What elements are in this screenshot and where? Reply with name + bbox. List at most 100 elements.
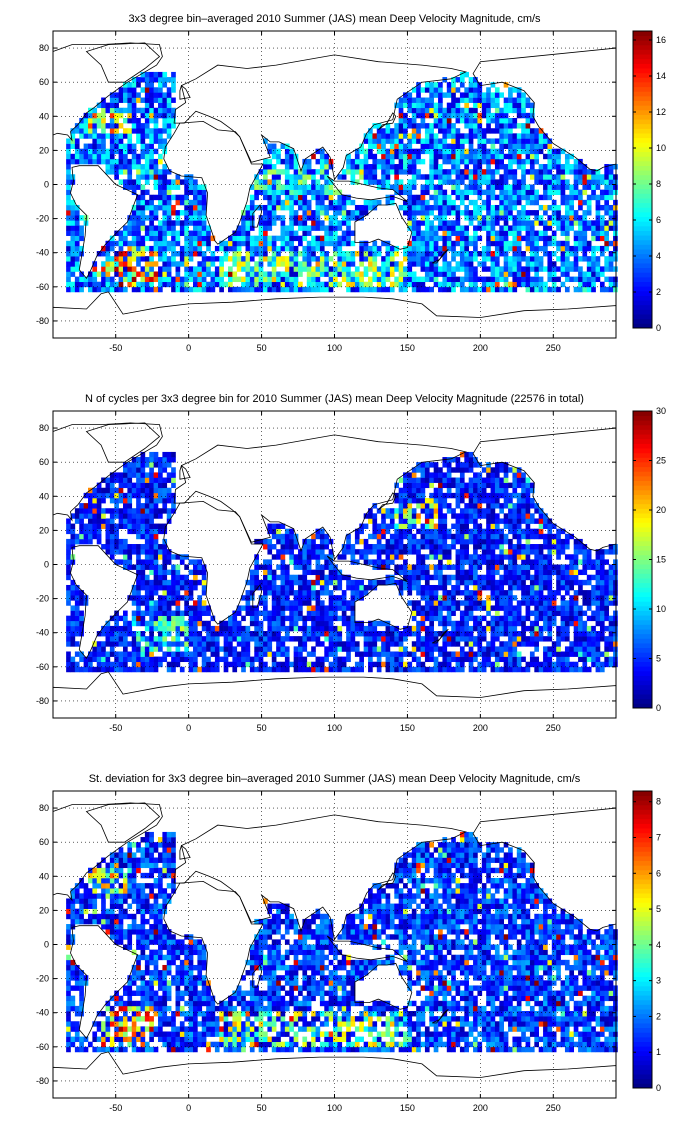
data-cell xyxy=(136,107,141,114)
data-cell xyxy=(140,97,146,103)
data-cell xyxy=(74,661,80,668)
data-cell xyxy=(608,240,614,247)
data-cell xyxy=(333,210,338,216)
data-cell xyxy=(595,636,601,642)
data-cell xyxy=(346,666,351,673)
data-cell xyxy=(276,174,281,180)
data-cell xyxy=(363,199,369,206)
data-cell xyxy=(131,651,137,657)
data-cell xyxy=(70,204,76,211)
data-cell xyxy=(591,590,596,596)
data-cell xyxy=(324,194,329,201)
data-cell xyxy=(416,636,421,642)
data-cell xyxy=(254,625,259,632)
data-cell xyxy=(473,569,478,576)
data-cell xyxy=(464,204,469,211)
data-cell xyxy=(166,600,172,606)
data-cell xyxy=(289,266,294,272)
data-cell xyxy=(556,174,561,180)
data-cell xyxy=(354,153,360,160)
data-cell xyxy=(376,579,382,586)
data-cell xyxy=(298,194,303,201)
data-cell xyxy=(429,220,434,226)
data-cell xyxy=(341,641,347,647)
data-cell xyxy=(324,230,329,236)
data-cell xyxy=(249,636,255,642)
data-cell xyxy=(591,625,596,632)
data-cell xyxy=(306,251,312,257)
data-cell xyxy=(66,266,71,272)
data-cell xyxy=(136,225,141,231)
data-cell xyxy=(394,636,399,642)
data-cell xyxy=(79,620,84,627)
data-cell xyxy=(481,169,487,175)
data-cell xyxy=(403,153,408,160)
data-cell xyxy=(162,199,168,206)
data-cell xyxy=(197,261,203,267)
data-cell xyxy=(613,569,618,576)
data-cell xyxy=(394,661,399,668)
data-cell xyxy=(403,666,408,673)
data-cell xyxy=(503,97,509,103)
data-cell xyxy=(171,117,176,124)
data-cell xyxy=(516,600,522,606)
data-cell xyxy=(79,631,84,637)
data-cell xyxy=(407,117,413,124)
data-cell xyxy=(529,107,535,114)
data-cell xyxy=(346,158,351,165)
data-cell xyxy=(359,240,364,247)
data-cell xyxy=(442,564,448,570)
data-cell xyxy=(284,266,290,272)
data-cell xyxy=(455,225,461,231)
data-cell xyxy=(127,276,133,283)
data-cell xyxy=(464,271,469,277)
data-cell xyxy=(403,569,408,576)
data-cell xyxy=(79,158,84,165)
data-cell xyxy=(376,158,382,165)
data-cell xyxy=(101,158,106,165)
data-cell xyxy=(411,605,417,611)
data-cell xyxy=(149,256,154,262)
data-cell xyxy=(560,636,566,642)
data-cell xyxy=(346,199,351,206)
data-cell xyxy=(101,153,106,160)
data-cell xyxy=(140,220,146,226)
data-cell xyxy=(114,128,119,134)
data-cell xyxy=(346,240,351,247)
data-cell xyxy=(153,656,159,663)
data-cell xyxy=(560,605,566,611)
data-cell xyxy=(166,646,172,652)
data-cell xyxy=(416,107,421,114)
data-cell xyxy=(311,661,316,668)
data-cell xyxy=(359,281,364,288)
data-cell xyxy=(473,87,478,93)
data-cell xyxy=(79,276,84,283)
data-cell xyxy=(197,579,203,586)
data-cell xyxy=(223,661,229,668)
data-cell xyxy=(359,261,364,267)
data-cell xyxy=(302,169,308,175)
data-cell xyxy=(385,138,391,144)
data-cell xyxy=(538,169,544,175)
data-cell xyxy=(464,133,469,139)
data-cell xyxy=(424,97,430,103)
data-cell xyxy=(613,595,618,601)
data-cell xyxy=(569,215,575,221)
data-cell xyxy=(556,574,561,581)
data-cell xyxy=(411,600,417,606)
data-cell xyxy=(494,276,500,283)
data-cell xyxy=(442,266,448,272)
data-cell xyxy=(201,251,207,257)
data-cell xyxy=(258,215,264,221)
data-cell xyxy=(341,169,347,175)
data-cell xyxy=(468,590,474,596)
data-cell xyxy=(564,240,570,247)
data-cell xyxy=(516,656,522,663)
data-cell xyxy=(293,666,299,673)
data-cell xyxy=(101,123,106,129)
data-cell xyxy=(547,143,553,149)
data-cell xyxy=(249,245,255,252)
data-cell xyxy=(521,569,526,576)
data-cell xyxy=(158,199,163,206)
data-cell xyxy=(508,158,513,165)
